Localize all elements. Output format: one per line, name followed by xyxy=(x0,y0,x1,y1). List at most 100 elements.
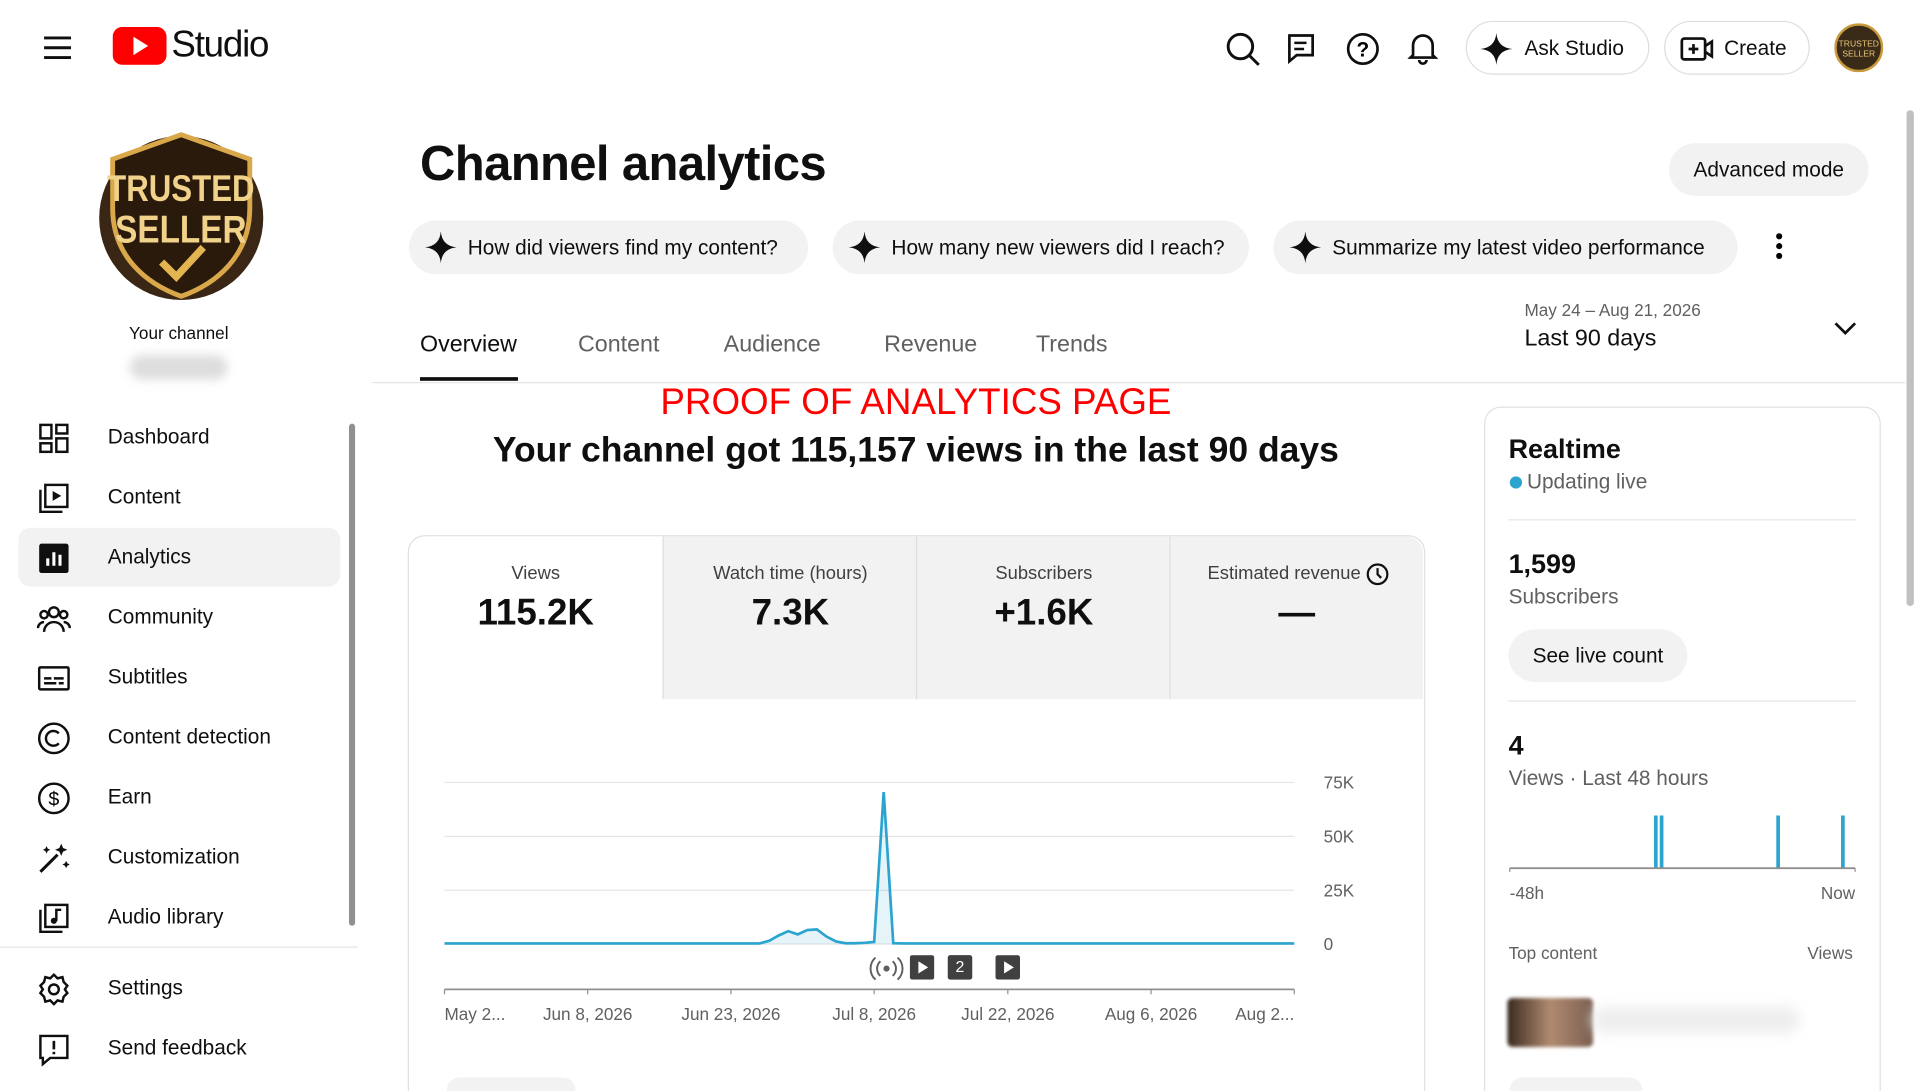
nav-label: Dashboard xyxy=(107,424,210,449)
nav-item[interactable]: Content detection xyxy=(18,708,340,767)
area xyxy=(444,792,1295,945)
realtime-panel xyxy=(1484,406,1881,1091)
nav-label: Earn xyxy=(107,784,152,809)
studio-logo-text[interactable]: Studio xyxy=(171,24,269,65)
nav-item[interactable]: Settings xyxy=(18,959,340,1018)
period[interactable]: Last 90 days xyxy=(1524,325,1657,352)
tab[interactable]: Revenue xyxy=(884,331,978,358)
notifications-icon[interactable] xyxy=(1406,29,1440,66)
nav-icon xyxy=(38,972,69,1006)
feedback-icon[interactable] xyxy=(1284,31,1321,68)
tab[interactable]: Audience xyxy=(723,331,821,358)
nav-item[interactable]: Content xyxy=(18,468,340,527)
see-more-button[interactable] xyxy=(446,1077,576,1091)
nav-item[interactable]: $ Earn xyxy=(18,768,340,827)
more-button[interactable] xyxy=(1771,233,1788,260)
y-tick-label: 50K xyxy=(1324,826,1355,846)
video-marker[interactable] xyxy=(995,955,1021,980)
tab[interactable]: Overview xyxy=(420,331,517,358)
period-dropdown[interactable] xyxy=(1832,318,1859,338)
svg-text:TRUSTED: TRUSTED xyxy=(1839,39,1879,49)
nav-icon xyxy=(39,423,69,454)
nav-label: Analytics xyxy=(107,544,192,569)
nav-item[interactable]: Subtitles xyxy=(18,648,340,707)
suggestion-chip[interactable]: How many new viewers did I reach? xyxy=(832,220,1249,275)
live-marker[interactable] xyxy=(869,954,904,983)
chip-label: How did viewers find my content? xyxy=(467,236,778,260)
see-more-button[interactable] xyxy=(1509,1077,1643,1091)
metric-label: Views xyxy=(511,563,561,585)
y-tick-label: 0 xyxy=(1324,934,1334,954)
nav-item[interactable]: Analytics xyxy=(18,527,341,587)
tab[interactable]: Content xyxy=(577,331,660,358)
metrics-panel xyxy=(407,535,1426,1091)
realtime-views: 4 xyxy=(1508,729,1524,761)
divider xyxy=(0,946,358,948)
subscriber-count: 1,599 xyxy=(1508,548,1576,580)
metric-value: — xyxy=(1278,592,1316,634)
create-label: Create xyxy=(1724,36,1787,61)
divider xyxy=(372,382,1906,384)
sparkle-icon xyxy=(1289,231,1322,264)
x-tick-label: Now xyxy=(1821,883,1856,903)
video-title-blurred xyxy=(1591,1006,1801,1034)
realtime-title: Realtime xyxy=(1508,433,1621,465)
line xyxy=(444,792,1295,945)
video-group-marker[interactable]: 2 xyxy=(947,955,973,980)
nav-item[interactable]: Community xyxy=(18,588,340,647)
ask-studio-button[interactable]: Ask Studio xyxy=(1465,20,1650,75)
advanced-mode-button[interactable]: Advanced mode xyxy=(1668,143,1869,196)
x-tick-label: Aug 2... xyxy=(1235,1004,1294,1024)
nav-item[interactable]: Dashboard xyxy=(18,408,340,467)
suggestion-chip[interactable]: How did viewers find my content? xyxy=(408,220,809,275)
sparkle-icon xyxy=(848,231,881,264)
suggestion-chip[interactable]: Summarize my latest video performance xyxy=(1273,220,1738,275)
x-tick-label: Jun 23, 2026 xyxy=(681,1004,780,1024)
nav-item[interactable]: Audio library xyxy=(18,888,340,947)
nav-label: Send feedback xyxy=(107,1035,247,1060)
metric-card[interactable]: Estimated revenue — xyxy=(1169,536,1423,700)
see-live-count-button[interactable]: See live count xyxy=(1508,629,1688,683)
y-tick-label: 25K xyxy=(1324,880,1355,900)
metric-card[interactable]: Watch time (hours) 7.3K xyxy=(662,536,918,700)
bar xyxy=(1653,815,1658,869)
sidebar-scrollbar[interactable] xyxy=(348,423,356,926)
bar xyxy=(1776,815,1780,869)
metric-label: Subscribers xyxy=(995,563,1093,585)
metric-card[interactable]: Views 115.2K xyxy=(408,536,663,700)
nav-icon: $ xyxy=(37,782,70,815)
realtime-views-label: Views · Last 48 hours xyxy=(1508,766,1709,790)
channel-avatar[interactable]: TRUSTED SELLER xyxy=(96,130,267,301)
video-marker[interactable] xyxy=(909,955,935,980)
page-title: Channel analytics xyxy=(420,137,827,192)
tab[interactable]: Trends xyxy=(1035,331,1108,358)
metric-card[interactable]: Subscribers +1.6K xyxy=(915,536,1171,700)
nav-icon xyxy=(36,606,72,632)
search-icon[interactable] xyxy=(1224,31,1261,68)
help-icon[interactable]: ? xyxy=(1344,31,1381,68)
bar xyxy=(1659,815,1664,869)
bar xyxy=(1841,815,1845,869)
your-channel-label: Your channel xyxy=(129,323,229,343)
nav-icon xyxy=(39,483,69,514)
divider xyxy=(1508,700,1857,702)
nav-item[interactable]: Customization xyxy=(18,828,340,887)
youtube-logo[interactable] xyxy=(112,26,167,65)
nav-item[interactable]: Send feedback xyxy=(18,1019,340,1078)
svg-text:?: ? xyxy=(1356,38,1369,61)
video-thumbnail[interactable] xyxy=(1507,997,1594,1047)
ask-studio-label: Ask Studio xyxy=(1524,36,1624,61)
x-tick-label: Jun 8, 2026 xyxy=(543,1004,633,1024)
x-tick-label: Aug 6, 2026 xyxy=(1105,1004,1197,1024)
avatar-text: SELLER xyxy=(115,207,246,251)
page-scrollbar[interactable] xyxy=(1906,110,1914,607)
metric-value: 7.3K xyxy=(751,592,830,634)
menu-button[interactable] xyxy=(42,34,74,61)
create-button[interactable]: Create xyxy=(1664,20,1810,75)
x-tick-label: May 2... xyxy=(444,1004,505,1024)
headline: Your channel got 115,157 views in the la… xyxy=(492,431,1339,471)
live-dot xyxy=(1509,476,1523,489)
